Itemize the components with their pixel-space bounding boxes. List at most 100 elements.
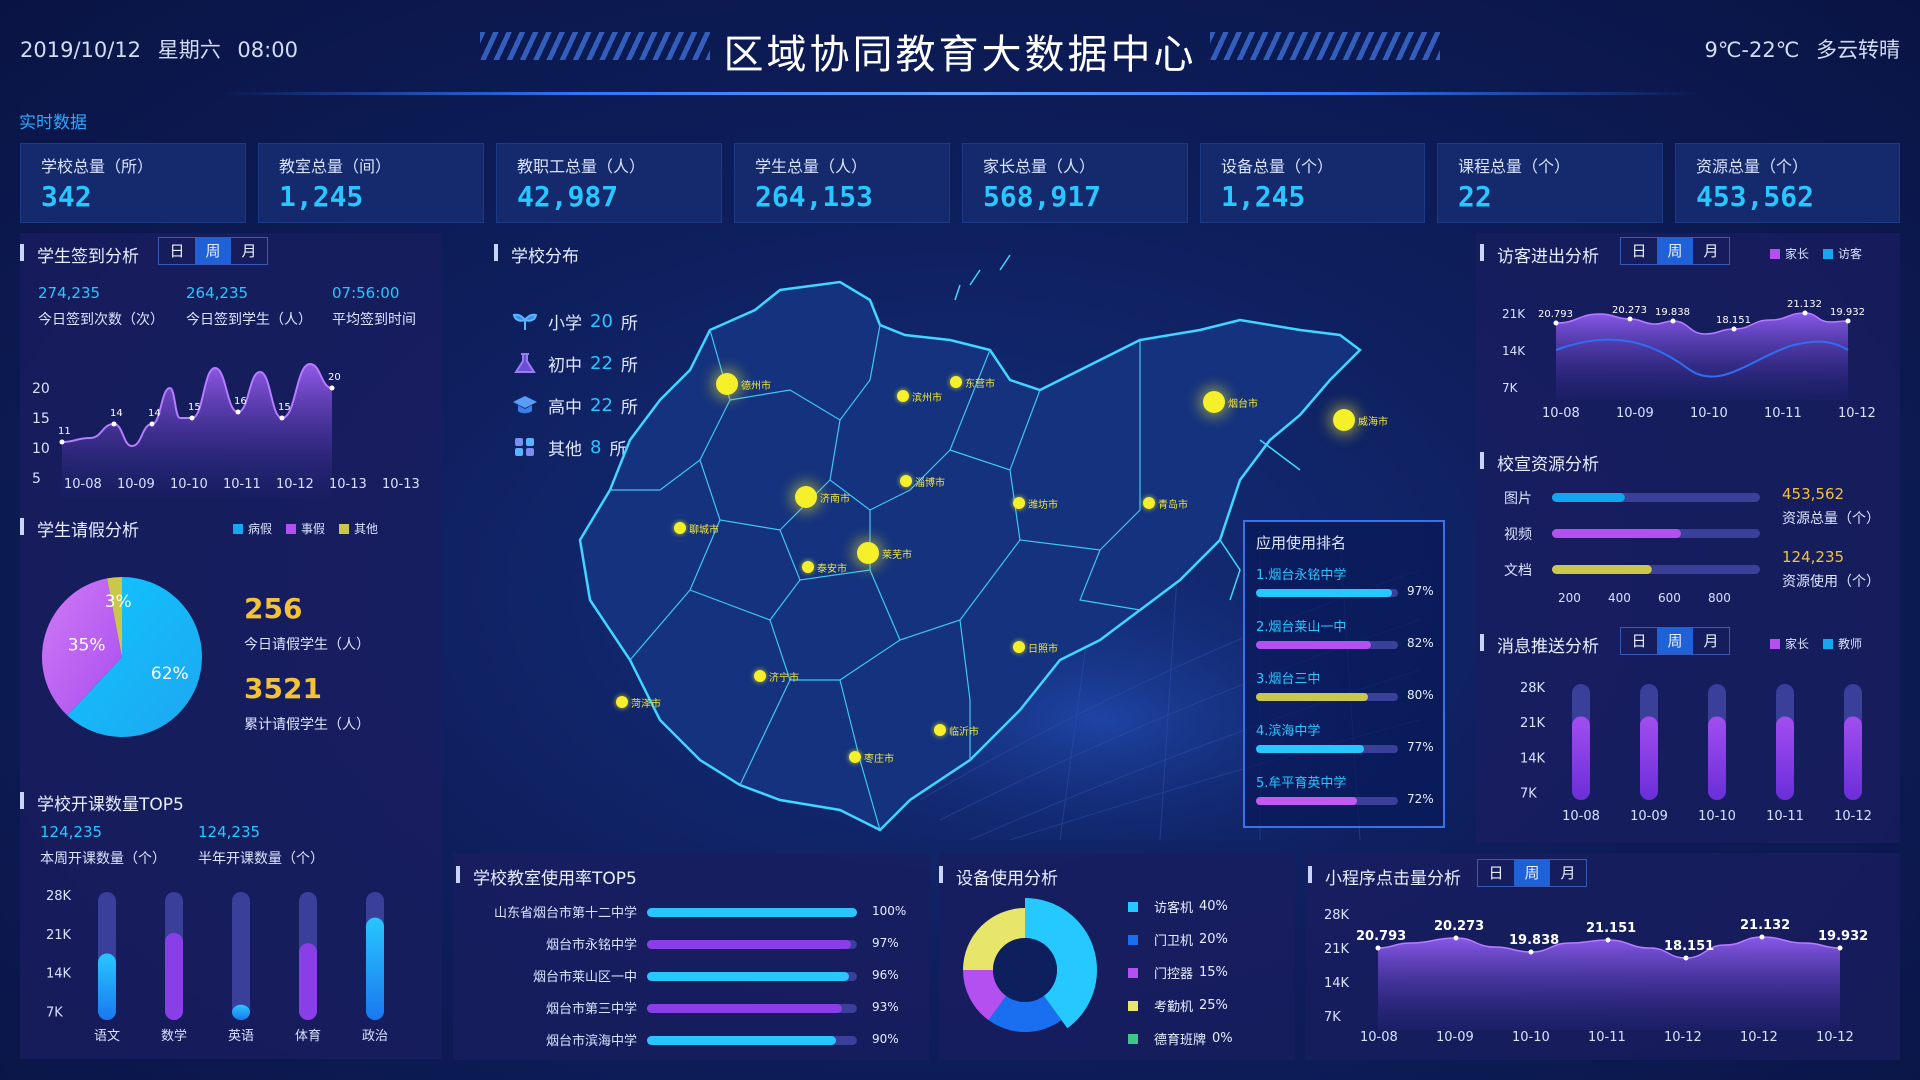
page-title: 区域协同教育大数据中心 [723,32,1197,78]
data-point [1683,955,1689,961]
stat-label: 家长总量（人） [983,157,1096,176]
city-marker[interactable]: 菏泽市 [616,696,661,710]
tab-day[interactable]: 日 [1631,242,1647,260]
y-tick-label: 14K [46,967,72,982]
data-label: 16 [234,396,247,407]
city-label: 烟台市 [1228,398,1258,410]
city-marker[interactable]: 威海市 [1333,409,1388,431]
courses-kpi-label: 半年开课数量（个） [198,851,324,867]
city-label: 日照市 [1028,643,1058,655]
legend-swatch [1128,967,1138,978]
device-legend-item: 访客机 40% [1128,897,1228,916]
legend-parent: 家长 [1770,245,1809,262]
city-marker[interactable]: 青岛市 [1143,497,1188,511]
city-marker[interactable]: 济宁市 [754,670,799,684]
city-marker[interactable]: 日照市 [1013,641,1058,655]
school-type-item: 高中 22 所 [512,384,638,426]
bar [98,953,116,1020]
legend-label: 考勤机 [1154,1000,1194,1015]
leave-today-value: 256 [244,592,303,625]
city-label: 济宁市 [769,672,799,684]
data-label: 19.838 [1655,307,1690,318]
city-marker[interactable]: 滨州市 [897,390,942,404]
x-tick-label: 400 [1608,591,1631,605]
header-date: 2019/10/12 [20,38,142,62]
city-label: 枣庄市 [864,753,894,765]
classroom-item: 烟台市莱山区一中 96% [455,966,925,988]
city-label: 淄博市 [915,477,945,489]
x-tick-label: 数学 [161,1028,187,1044]
city-marker[interactable]: 临沂市 [934,724,979,738]
leave-total-label: 累计请假学生（人） [244,717,370,733]
x-tick-label: 10-08 [1542,406,1580,421]
city-marker[interactable]: 东营市 [950,376,995,390]
bar [1552,565,1652,574]
rank-track [1256,745,1398,753]
x-tick-label: 10-08 [1360,1030,1398,1045]
tab-week[interactable]: 周 [1657,238,1693,264]
resource-total-value: 453,562 [1782,485,1845,503]
stat-value: 453,562 [1696,180,1815,213]
tab-month[interactable]: 月 [241,242,257,260]
classroom-item: 烟台市滨海中学 90% [455,1030,925,1052]
classroom-bar [647,972,849,981]
city-marker[interactable]: 枣庄市 [849,751,894,765]
header-weather: 9℃-22℃ 多云转晴 [1704,34,1900,64]
city-dot [674,522,686,534]
stat-card-courses: 课程总量（个） 22 [1437,143,1663,223]
city-marker[interactable]: 淄博市 [900,475,945,489]
bar-track [232,892,250,1020]
city-marker[interactable]: 烟台市 [1203,391,1258,413]
data-label: 20.273 [1434,919,1484,934]
y-tick-label: 21K [1520,716,1546,731]
y-tick-label: 14K [1520,751,1546,766]
city-label: 滨州市 [912,392,942,404]
rank-name: 1.烟台永铭中学 [1256,568,1347,583]
city-marker[interactable]: 潍坊市 [1013,497,1058,511]
tab-month[interactable]: 月 [1703,632,1719,650]
city-marker[interactable]: 济南市 [795,486,850,508]
tab-week[interactable]: 周 [1514,860,1550,886]
x-tick-label: 10-12 [1740,1030,1778,1045]
city-dot [1013,497,1025,509]
city-marker[interactable]: 泰安市 [802,561,847,575]
y-tick-label: 视频 [1504,527,1532,543]
signin-kpi-value: 07:56:00 [332,284,400,302]
rank-pct: 82% [1407,636,1434,650]
x-tick-label: 10-12 [1838,406,1876,421]
rank-track [1256,641,1398,649]
legend-swatch [1128,1033,1138,1044]
tab-week[interactable]: 周 [1657,628,1693,654]
courses-kpi-value: 124,235 [198,823,261,841]
device-title: 设备使用分析 [939,864,1058,889]
resource-total-label: 资源总量（个） [1782,511,1880,527]
tab-day[interactable]: 日 [1488,864,1504,882]
x-tick-label: 10-12 [276,477,314,492]
resource-title: 校宣资源分析 [1480,450,1599,475]
data-point [1731,326,1737,332]
series-line [1555,312,1849,335]
data-label: 18.151 [1716,315,1751,326]
data-label: 20.793 [1538,309,1573,320]
leave-legend: 病假 事假 其他 [233,520,378,537]
bar [1708,716,1726,800]
data-label: 14 [110,408,123,419]
city-marker[interactable]: 德州市 [716,373,771,395]
tab-day[interactable]: 日 [1631,632,1647,650]
y-tick-label: 10 [32,441,50,457]
city-label: 东营市 [965,378,995,390]
tab-month[interactable]: 月 [1560,864,1576,882]
city-marker[interactable]: 莱芜市 [857,542,912,564]
city-dot [1013,641,1025,653]
rank-pct: 97% [1407,584,1434,598]
tab-month[interactable]: 月 [1703,242,1719,260]
x-tick-label: 10-10 [1512,1030,1550,1045]
data-label: 15 [278,402,291,413]
classroom-bar [647,940,851,949]
device-legend-item: 德育班牌 0% [1128,1029,1233,1048]
tab-week[interactable]: 周 [195,238,231,264]
message-tabs: 日周月 [1620,627,1730,655]
tab-day[interactable]: 日 [169,242,185,260]
city-marker[interactable]: 聊城市 [674,522,719,536]
rank-track [1256,797,1398,805]
